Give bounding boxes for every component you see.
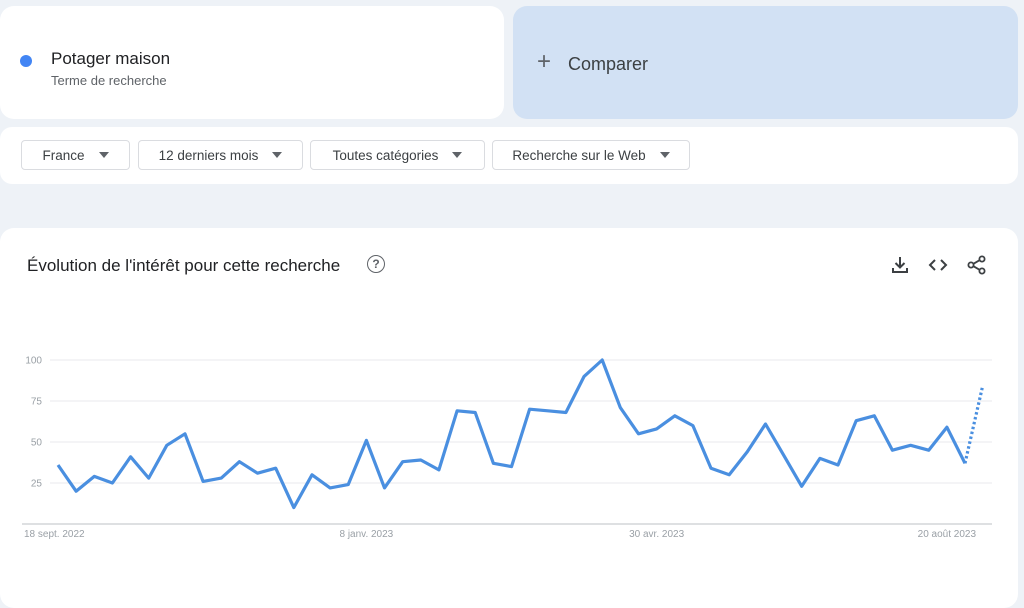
search-term-card[interactable]: Potager maison Terme de recherche (0, 6, 504, 119)
y-tick-label: 50 (31, 438, 43, 449)
search-term-name[interactable]: Potager maison (51, 49, 171, 68)
plus-icon: + (537, 48, 552, 75)
y-tick-label: 25 (31, 479, 43, 490)
download-icon[interactable] (889, 254, 911, 276)
search-term-subtitle: Terme de recherche (51, 73, 167, 88)
x-tick-label: 18 sept. 2022 (24, 529, 85, 540)
filter-bar: France 12 derniers mois Toutes catégorie… (0, 127, 1018, 184)
filter-category-label: Toutes catégories (332, 147, 439, 163)
x-tick-label: 20 août 2023 (918, 529, 977, 540)
embed-code-icon[interactable] (927, 254, 949, 276)
chart-title: Évolution de l'intérêt pour cette recher… (27, 256, 341, 275)
interest-line-chart: 25 50 75 100 18 sept. 2022 8 janv. 2023 30 avr… (22, 356, 992, 540)
compare-button[interactable]: + Comparer (513, 6, 1018, 119)
share-icon[interactable] (966, 254, 988, 276)
filter-country-dropdown[interactable]: France (21, 140, 130, 170)
series-line (56, 358, 967, 510)
filter-country-label: France (42, 147, 85, 163)
y-tick-label: 100 (25, 356, 42, 367)
filter-period-label: 12 derniers mois (158, 147, 259, 163)
filter-category-dropdown[interactable]: Toutes catégories (310, 140, 485, 170)
y-tick-label: 75 (31, 397, 43, 408)
chevron-down-icon (452, 152, 463, 158)
interest-over-time-card: Évolution de l'intérêt pour cette recher… (0, 228, 1018, 608)
chevron-down-icon (659, 152, 670, 158)
series-color-dot (20, 55, 32, 67)
compare-label: Comparer (568, 54, 649, 74)
partial-data-line (963, 387, 984, 464)
chevron-down-icon (98, 152, 109, 158)
x-tick-label: 30 avr. 2023 (629, 529, 684, 540)
filter-search-type-dropdown[interactable]: Recherche sur le Web (492, 140, 690, 170)
help-icon[interactable]: ? (367, 255, 385, 273)
filter-period-dropdown[interactable]: 12 derniers mois (138, 140, 303, 170)
chevron-down-icon (272, 152, 283, 158)
x-tick-label: 8 janv. 2023 (340, 529, 394, 540)
filter-search-type-label: Recherche sur le Web (512, 147, 646, 163)
